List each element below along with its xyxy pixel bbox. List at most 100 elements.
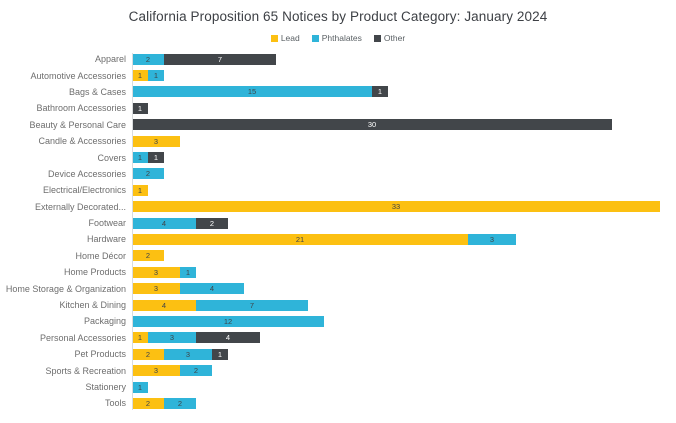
bar-segment-phthalates: 1 [132, 381, 148, 393]
chart-row: Device Accessories 2 [0, 166, 660, 182]
bar-segment-lead: 2 [132, 348, 164, 360]
chart-row: Stationery 1 [0, 379, 660, 395]
legend-label: Phthalates [321, 33, 362, 43]
bar-segment-other: 4 [196, 332, 260, 344]
bar-segment-lead: 3 [132, 365, 180, 377]
bar-segment-lead: 3 [132, 283, 180, 295]
chart-title: California Proposition 65 Notices by Pro… [128, 9, 548, 24]
bar-segment-lead: 1 [132, 184, 148, 196]
bar-track: 2 [132, 250, 660, 262]
category-label: Packaging [83, 316, 126, 327]
bar-track: 30 [132, 119, 660, 131]
bar-segment-other: 30 [132, 119, 612, 131]
legend-swatch-icon [270, 34, 278, 42]
bar-segment-lead: 21 [132, 233, 468, 245]
chart-row: Bathroom Accessories 1 [0, 100, 660, 116]
bar-track: 1 [132, 102, 660, 114]
chart-row: Home Storage & Organization 3 4 [0, 280, 660, 296]
chart-legend: Lead Phthalates Other [0, 32, 676, 44]
category-label: Stationery [85, 382, 126, 392]
chart-row: Automotive Accessories 1 1 [0, 67, 660, 83]
chart-row: Candle & Accessories 3 [0, 133, 660, 149]
chart-row: Bags & Cases 15 1 [0, 84, 660, 100]
legend-item-other: Other [373, 33, 405, 43]
category-label: Apparel [94, 54, 126, 65]
bar-segment-phthalates: 2 [164, 397, 196, 409]
legend-swatch-icon [373, 34, 381, 42]
bar-track: 15 1 [132, 86, 660, 98]
bar-track: 21 3 [132, 233, 660, 245]
y-axis-line [132, 53, 133, 410]
bar-segment-other: 1 [372, 86, 388, 98]
chart-row: Home Products 3 1 [0, 264, 660, 280]
category-label: Covers [97, 152, 126, 163]
bar-segment-phthalates: 3 [164, 348, 212, 360]
bar-segment-phthalates: 15 [132, 86, 372, 98]
legend-item-phthalates: Phthalates [311, 33, 362, 43]
bar-segment-lead: 4 [132, 299, 196, 311]
bar-segment-other: 7 [164, 53, 276, 65]
bar-segment-phthalates: 1 [132, 152, 148, 164]
bar-segment-phthalates: 1 [180, 266, 196, 278]
category-label: Externally Decorated... [34, 201, 126, 212]
bar-segment-phthalates: 7 [196, 299, 308, 311]
bar-segment-lead: 2 [132, 250, 164, 262]
bar-segment-phthalates: 2 [132, 168, 164, 180]
bar-segment-phthalates: 2 [132, 53, 164, 65]
chart-row: Home Décor 2 [0, 248, 660, 264]
category-label: Home Décor [75, 250, 126, 261]
category-label: Hardware [86, 234, 126, 245]
bar-segment-lead: 2 [132, 397, 164, 409]
bar-track: 1 [132, 184, 660, 196]
category-label: Home Products [63, 267, 126, 278]
plot-area: Apparel 2 7 Automotive Accessories 1 1 Bags & … [0, 51, 676, 412]
legend-item-lead: Lead [270, 33, 300, 43]
bar-segment-phthalates: 4 [132, 217, 196, 229]
bar-segment-lead: 33 [132, 201, 660, 213]
chart-row: Pet Products 2 3 1 [0, 346, 660, 362]
bar-segment-phthalates: 2 [180, 365, 212, 377]
bar-track: 12 [132, 315, 660, 327]
chart-row: Personal Accessories 1 3 4 [0, 330, 660, 346]
chart-row: Footwear 4 2 [0, 215, 660, 231]
bar-segment-lead: 3 [132, 135, 180, 147]
chart-row: Electrical/Electronics 1 [0, 182, 660, 198]
bar-segment-other: 2 [196, 217, 228, 229]
bar-segment-lead: 1 [132, 70, 148, 82]
category-label: Tools [104, 398, 126, 409]
category-label: Personal Accessories [39, 332, 126, 343]
chart-row: Packaging 12 [0, 313, 660, 329]
category-label: Pet Products [74, 349, 126, 360]
bar-segment-phthalates: 12 [132, 315, 324, 327]
bar-segment-phthalates: 4 [180, 283, 244, 295]
bar-track: 2 [132, 168, 660, 180]
bar-track: 3 [132, 135, 660, 147]
legend-swatch-icon [311, 34, 319, 42]
category-label: Beauty & Personal Care [29, 119, 126, 130]
bar-segment-other: 1 [148, 152, 164, 164]
chart-row: Apparel 2 7 [0, 51, 660, 67]
bar-segment-lead: 3 [132, 266, 180, 278]
bar-segment-lead: 1 [132, 332, 148, 344]
category-label: Electrical/Electronics [42, 185, 126, 196]
chart-row: Sports & Recreation 3 2 [0, 362, 660, 378]
bar-segment-phthalates: 3 [468, 233, 516, 245]
bar-segment-other: 1 [212, 348, 228, 360]
chart-row: Hardware 21 3 [0, 231, 660, 247]
chart-row: Externally Decorated... 33 [0, 199, 660, 215]
legend-label: Lead [280, 33, 300, 43]
category-label: Bags & Cases [68, 86, 126, 97]
chart-row: Tools 2 2 [0, 395, 660, 411]
